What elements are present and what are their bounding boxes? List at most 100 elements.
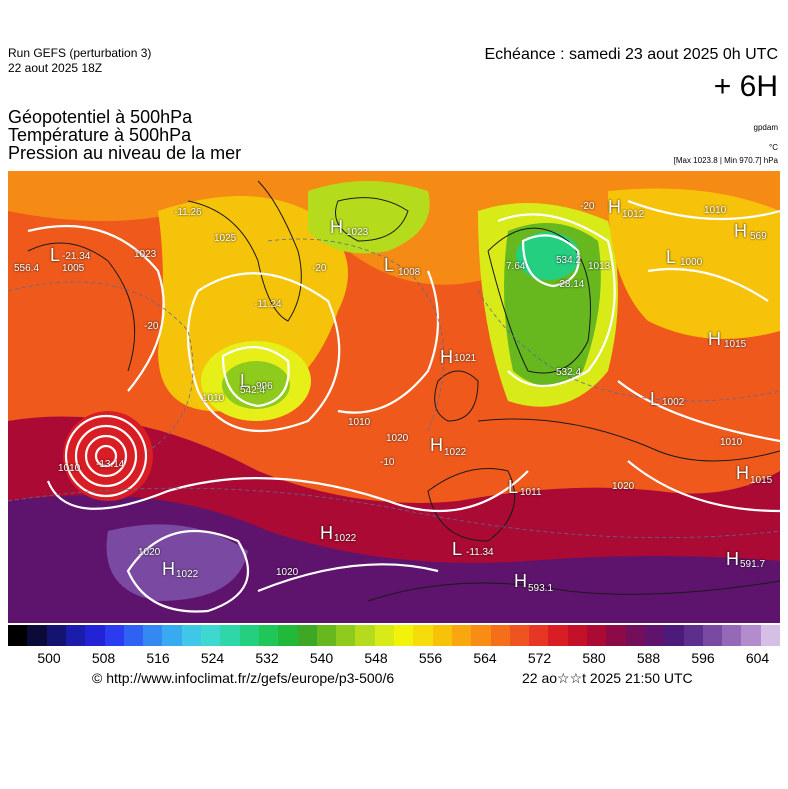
color-scale-cell [587,625,607,646]
weather-map [8,171,780,623]
color-scale-tick: 508 [91,650,116,666]
color-scale-cell [548,625,569,646]
isotherm-3 [477,290,780,402]
color-scale-tick: 580 [582,650,606,666]
color-scale-cell [65,625,86,646]
iberia-coast [427,468,516,542]
color-scale-tick: 596 [691,650,715,666]
color-scale-cell [451,625,472,646]
color-scale-tick: 500 [37,650,61,666]
color-scale-cell [760,625,781,646]
color-scale-tick: 556 [418,650,443,666]
color-scale-cell [471,625,491,646]
unit-celsius: °C [769,143,778,152]
color-scale-cell [123,625,144,646]
isobars [27,199,780,613]
color-scale-cell [394,625,414,646]
isobar-12 [627,199,780,221]
color-scale-cell [683,625,704,646]
color-scale-tick: 516 [146,650,170,666]
britain-coast [434,370,479,422]
color-scale-tick: 572 [527,650,552,666]
color-scale-tick: 588 [636,650,661,666]
color-scale-cell [27,625,48,646]
isobar-11 [521,234,580,288]
color-scale-cell [374,625,395,646]
color-scale-cell [46,625,67,646]
color-scale-cell [509,625,530,646]
isobar-14 [617,380,780,443]
color-scale-tick: 524 [200,650,225,666]
color-scale-cell [104,625,125,646]
color-scale-cell [702,625,723,646]
run-date: 22 aout 2025 18Z [8,61,103,75]
color-scale-tick: 564 [473,650,497,666]
isotherm-1 [8,281,194,452]
color-scale-cell [8,625,28,646]
canada-coast [27,242,136,372]
isobar-16 [257,563,439,593]
isobar-5 [74,424,138,488]
color-scale-cell [413,625,434,646]
color-scale-tick: 540 [309,650,334,666]
color-scale-cell [85,625,105,646]
yellow-area-russia [608,188,780,339]
color-scale-cell [432,625,453,646]
isotherms [8,238,780,539]
title-line-2: Température à 500hPa [8,125,192,145]
run-info: Run GEFS (perturbation 3) 22 aout 2025 1… [8,46,151,76]
greenland-coast [187,180,302,322]
color-scale-cell [181,625,202,646]
isobar-4 [64,414,148,498]
unit-gpdam: gpdam [753,123,778,132]
isobar-15 [337,270,440,414]
color-scale-cell [529,625,549,646]
color-scale-cell [316,625,337,646]
color-scale-cell [201,625,221,646]
isotherm-4 [8,487,780,539]
scandinavia-coast [487,227,591,374]
color-scale-cell [644,625,665,646]
color-scale-cell [741,625,762,646]
color-scale-cell [297,625,318,646]
coastlines [27,180,780,602]
color-scale-cell [722,625,742,646]
isobar-13 [647,267,769,302]
echeance: Echéance : samedi 23 aout 2025 0h UTC [484,46,778,63]
color-scale-cell [606,625,627,646]
color-scale-cell [239,625,260,646]
color-scale-cell [336,625,356,646]
forecast-step: + 6H [713,70,778,103]
color-scale [8,625,781,646]
continent-coast [477,418,780,462]
color-scale-cell [220,625,241,646]
green-area-iceland [308,181,430,254]
generation-timestamp: 22 ao☆☆t 2025 21:50 UTC [522,670,693,686]
color-scale-cell [490,625,511,646]
max-min-pressure: [Max 1023.8 | Min 970.7] hPa [673,156,778,165]
color-scale-tick: 548 [364,650,388,666]
violet-core [106,524,248,601]
color-scale-tick: 604 [745,650,770,666]
iceland-coast [335,197,409,242]
color-scale-cell [567,625,588,646]
isobar-3 [221,346,290,408]
source-url: © http://www.infoclimat.fr/z/gefs/europe… [92,670,395,686]
isobar-1 [27,224,165,392]
isobar-8 [46,470,529,513]
color-scale-cell [278,625,298,646]
color-scale-cell [664,625,684,646]
color-scale-cell [162,625,183,646]
isobar-2 [186,272,341,433]
title-line-3: Pression au niveau de la mer [8,143,242,163]
green-core-scandinavia [516,232,580,280]
color-scale-cell [625,625,646,646]
isobar-6 [84,434,128,478]
color-scale-cell [355,625,376,646]
isobar-9 [126,529,250,613]
isobar-7 [94,444,118,468]
map-titles: Géopotentiel à 500hPa Température à 500h… [8,108,241,162]
isotherm-2 [267,238,445,432]
title-line-1: Géopotentiel à 500hPa [8,107,193,127]
run-name: Run GEFS (perturbation 3) [8,46,152,60]
